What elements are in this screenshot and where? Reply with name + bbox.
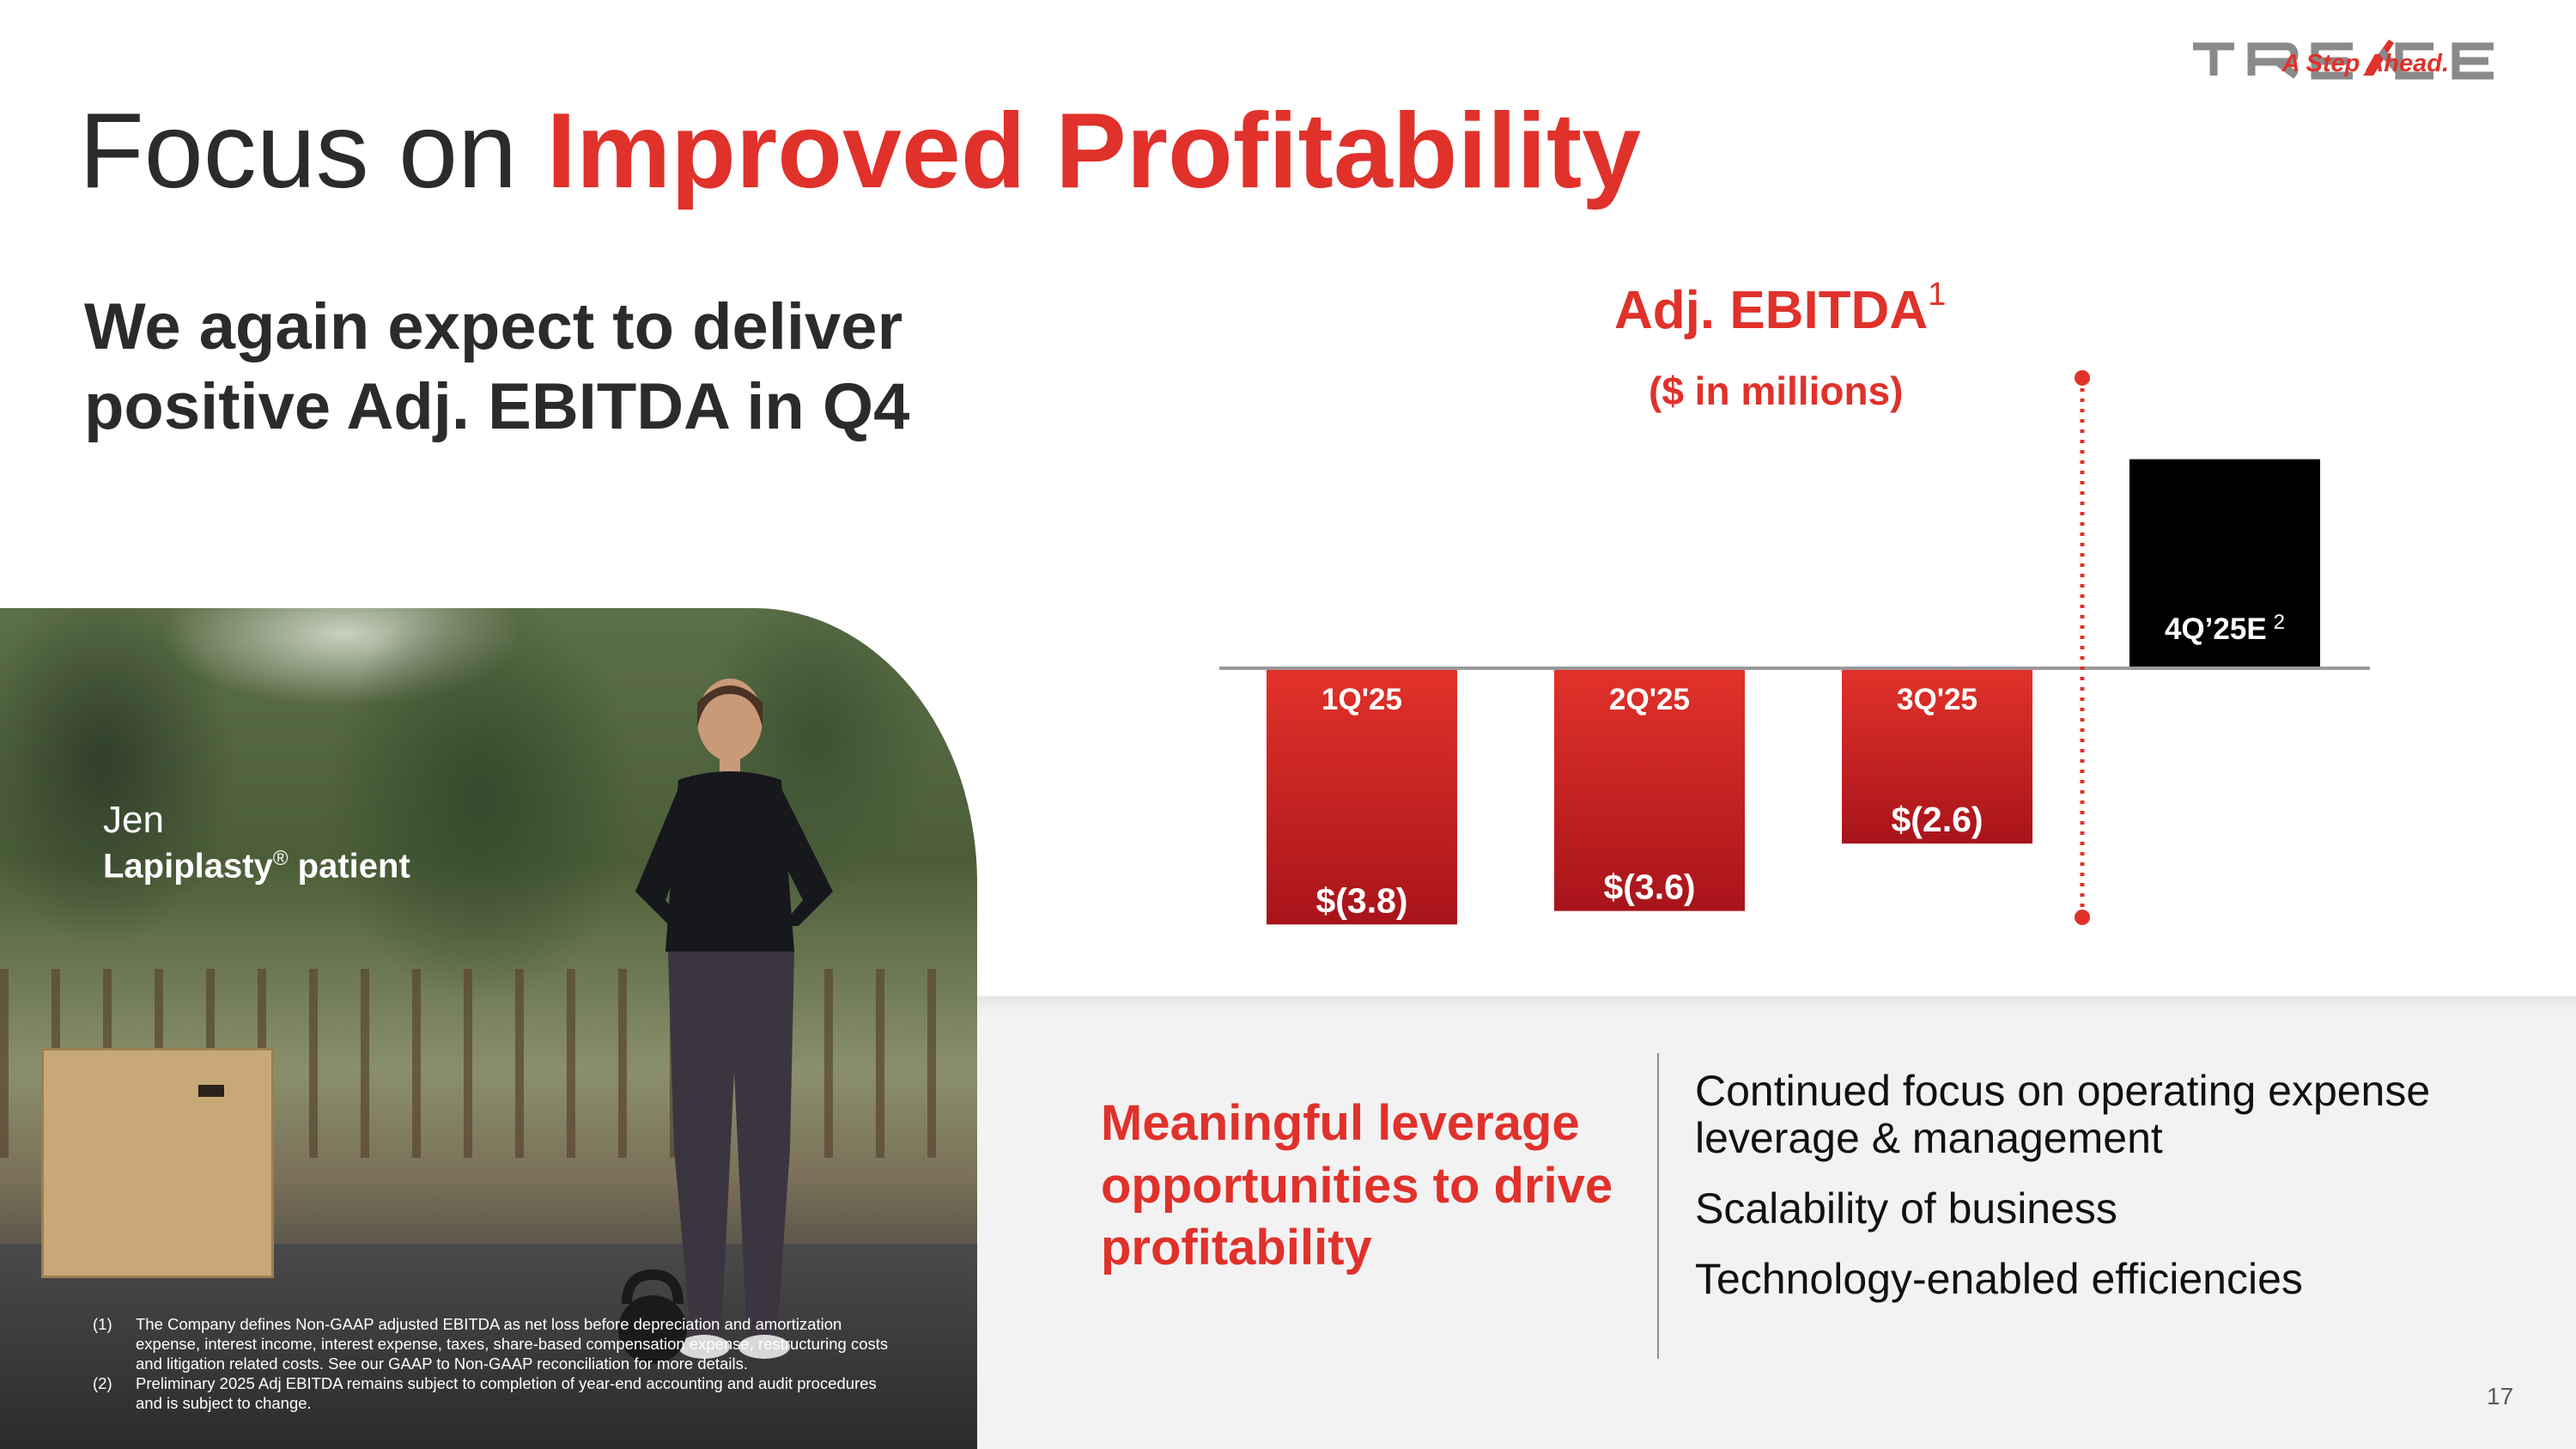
category-label: 2Q'25 xyxy=(1609,683,1690,716)
kettlebell-icon xyxy=(618,1269,687,1364)
footnote-text: Preliminary 2025 Adj EBITDA remains subj… xyxy=(136,1374,877,1412)
bar-2 xyxy=(1842,668,2032,844)
plyo-box xyxy=(41,1048,274,1278)
patient-name: Jen xyxy=(103,799,164,841)
footnote-text: The Company defines Non-GAAP adjusted EB… xyxy=(136,1315,889,1373)
bullet-item: Scalability of business xyxy=(1695,1184,2117,1233)
bar-1 xyxy=(1554,668,1745,911)
leverage-callout: Meaningful leverage opportunities to dri… xyxy=(1101,1095,1613,1275)
chart-title-text: Adj. EBITDA xyxy=(1614,281,1929,340)
value-label: $(3.6) xyxy=(1603,868,1695,907)
footnote-number: (1) xyxy=(93,1315,112,1333)
chart-title: Adj. EBITDA1 xyxy=(1614,277,1947,341)
value-label: $(2.6) xyxy=(1891,800,1983,839)
page-number: 17 xyxy=(2487,1383,2514,1409)
bottom-band xyxy=(977,996,2576,1449)
vertical-divider xyxy=(1657,1053,1659,1359)
footnote-2: (2) Preliminary 2025 Adj EBITDA remains s… xyxy=(86,1373,902,1413)
treace-logo xyxy=(2184,31,2545,117)
chart-title-footnote: 1 xyxy=(1928,277,1947,313)
patient-caption: Lapiplasty® patient xyxy=(103,847,410,886)
value-label: $(3.8) xyxy=(1315,880,1407,920)
subheadline: We again expect to deliver positive Adj.… xyxy=(84,290,910,443)
category-footnote: 2 xyxy=(2274,611,2285,634)
footnotes: (1) The Company defines Non-GAAP adjusted… xyxy=(86,1314,902,1413)
footnote-1: (1) The Company defines Non-GAAP adjusted… xyxy=(86,1314,902,1373)
caption-rest: patient xyxy=(288,847,410,886)
page-title: Focus on Improved Profitability xyxy=(79,93,1641,210)
logo-tagline: A Step Ahead. xyxy=(2281,50,2449,77)
page-title-accent: Improved Profitability xyxy=(546,92,1642,210)
patient-photo xyxy=(0,608,977,1449)
category-label: 1Q'25 xyxy=(1321,683,1402,716)
caption-brand: Lapiplasty xyxy=(103,847,273,886)
divider-dot-top xyxy=(2075,370,2090,386)
bullet-list: Continued focus on operating expense lev… xyxy=(1695,1068,2537,1326)
bullet-item: Technology-enabled efficiencies xyxy=(1695,1255,2303,1303)
person-figure xyxy=(635,679,833,1359)
page-title-plain: Focus on xyxy=(79,92,547,210)
band-shadow xyxy=(977,996,2576,1012)
divider-dot-bottom xyxy=(2075,910,2090,925)
treace-wordmark-icon xyxy=(2193,40,2494,80)
registered-mark: ® xyxy=(272,847,289,870)
bullet-item: Continued focus on operating expense lev… xyxy=(1695,1067,2431,1162)
category-label: 4Q’25E 2 xyxy=(2165,611,2285,646)
footnote-number: (2) xyxy=(93,1374,112,1392)
bar-0 xyxy=(1267,668,1457,925)
category-label: 3Q'25 xyxy=(1897,683,1978,716)
bar-3 xyxy=(2129,459,2320,668)
chart-subtitle: ($ in millions) xyxy=(1649,368,1904,413)
adj-ebitda-chart: 1Q'25 $(3.8) 2Q'25 $(3.6) 3Q'25 $(2.6) 4Q’25E 2 xyxy=(1219,370,2370,925)
